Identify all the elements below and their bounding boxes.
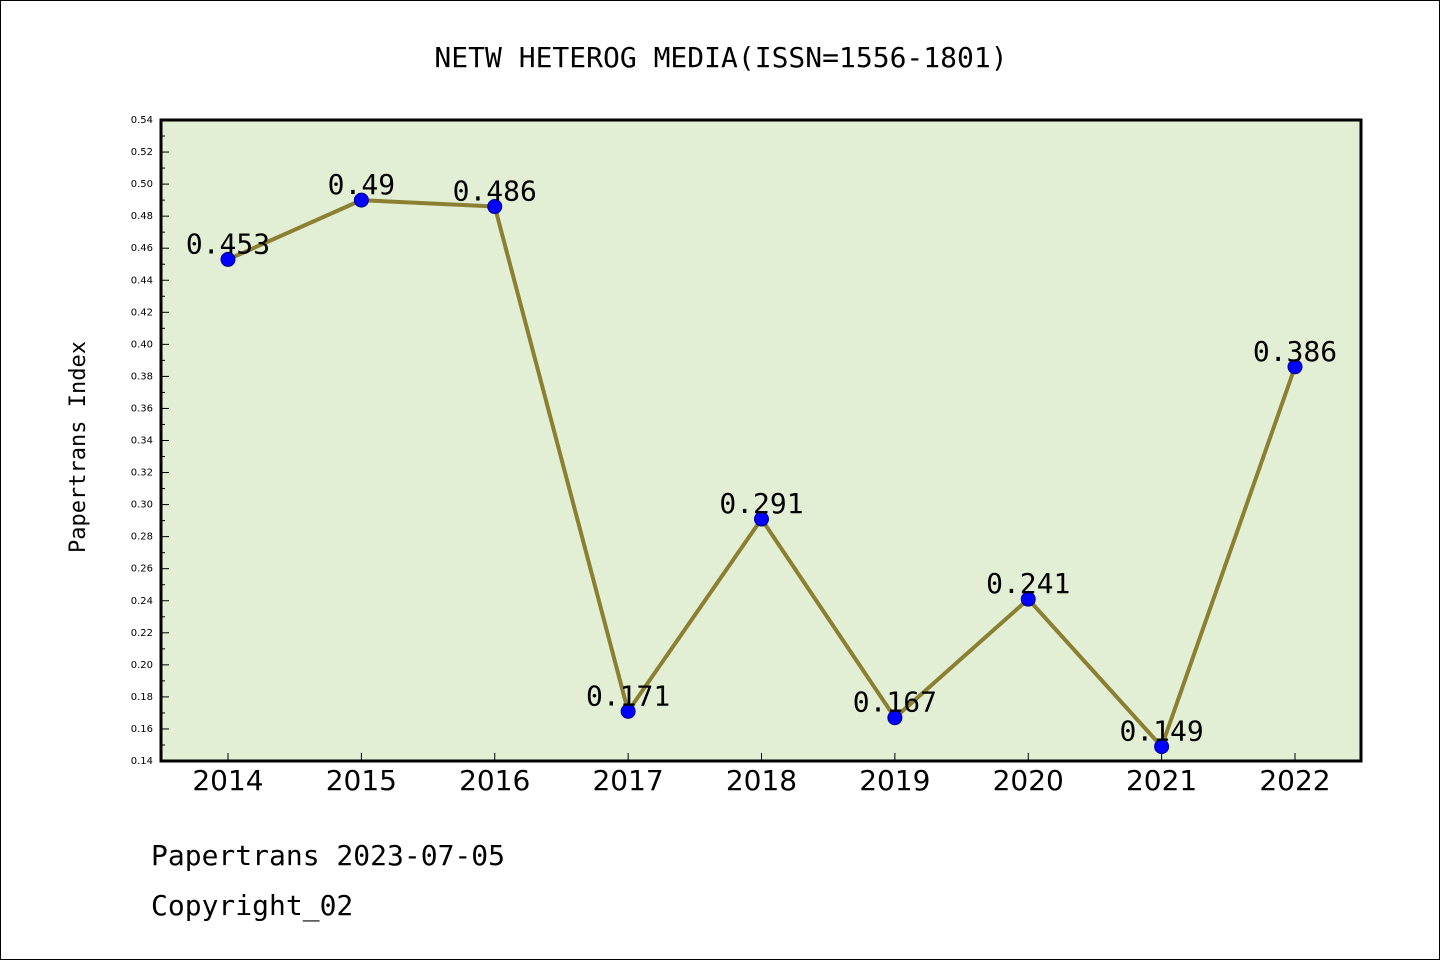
y-tick-label: 0.38 [131,371,153,382]
chart-title: NETW HETEROG MEDIA(ISSN=1556-1801) [434,41,1007,74]
y-axis-label: Papertrans Index [66,341,91,553]
x-tick-label: 2015 [326,764,397,797]
y-tick-label: 0.42 [131,307,153,318]
y-axis-ticks: 0.14 0.16 0.18 0.20 0.22 0.24 0.26 0.28 0.30 0.32… [131,115,169,767]
data-label: 0.49 [328,168,395,201]
data-point [754,511,769,527]
y-tick-label: 0.18 [131,692,153,703]
y-tick-label: 0.22 [131,628,153,639]
y-tick-label: 0.20 [131,660,153,671]
y-tick-label: 0.32 [131,468,153,479]
data-label: 0.453 [186,227,270,260]
data-point [887,710,903,726]
y-tick-label: 0.52 [131,147,153,158]
y-tick-label: 0.36 [131,403,153,414]
data-point [1154,739,1170,755]
x-tick-label: 2016 [459,764,530,797]
y-tick-label: 0.50 [131,179,153,190]
y-tick-label: 0.54 [131,115,153,126]
data-point [353,192,369,208]
footer-copyright: Copyright_02 [151,889,353,923]
y-tick-label: 0.34 [131,436,153,447]
x-axis-ticks: 2014 2015 2016 2017 2018 2019 2020 2021 2022 [192,753,1331,797]
x-tick-label: 2014 [192,764,263,797]
series-markers [220,192,1303,755]
plot-area [159,118,1363,763]
footer-date: Papertrans 2023-07-05 [151,839,505,872]
data-label: 0.486 [453,175,537,208]
y-tick-label: 0.28 [131,532,153,543]
x-tick-label: 2020 [993,764,1064,797]
data-point [487,199,503,215]
x-tick-label: 2019 [859,764,930,797]
x-tick-label: 2018 [726,764,797,797]
data-point [220,251,236,267]
data-label: 0.171 [586,679,670,712]
y-tick-label: 0.48 [131,211,153,222]
y-tick-label: 0.44 [131,275,153,286]
data-point [1287,359,1303,375]
data-label: 0.149 [1119,715,1203,748]
data-label: 0.241 [986,567,1070,600]
data-labels: 0.453 0.49 0.486 0.171 0.291 0.167 0.241 0.149 0… [186,168,1337,747]
x-tick-label: 2022 [1259,764,1330,797]
y-tick-label: 0.14 [131,756,153,767]
y-tick-label: 0.40 [131,339,153,350]
x-tick-label: 2021 [1126,764,1197,797]
y-tick-label: 0.30 [131,500,153,511]
data-label: 0.386 [1253,335,1337,368]
y-tick-label: 0.16 [131,724,153,735]
y-tick-label: 0.26 [131,564,153,575]
data-label: 0.167 [853,686,937,719]
y-tick-label: 0.24 [131,596,153,607]
y-tick-label: 0.46 [131,243,153,254]
data-point [620,703,636,719]
x-tick-label: 2017 [592,764,663,797]
data-label: 0.291 [719,487,803,520]
data-point [1020,591,1036,607]
